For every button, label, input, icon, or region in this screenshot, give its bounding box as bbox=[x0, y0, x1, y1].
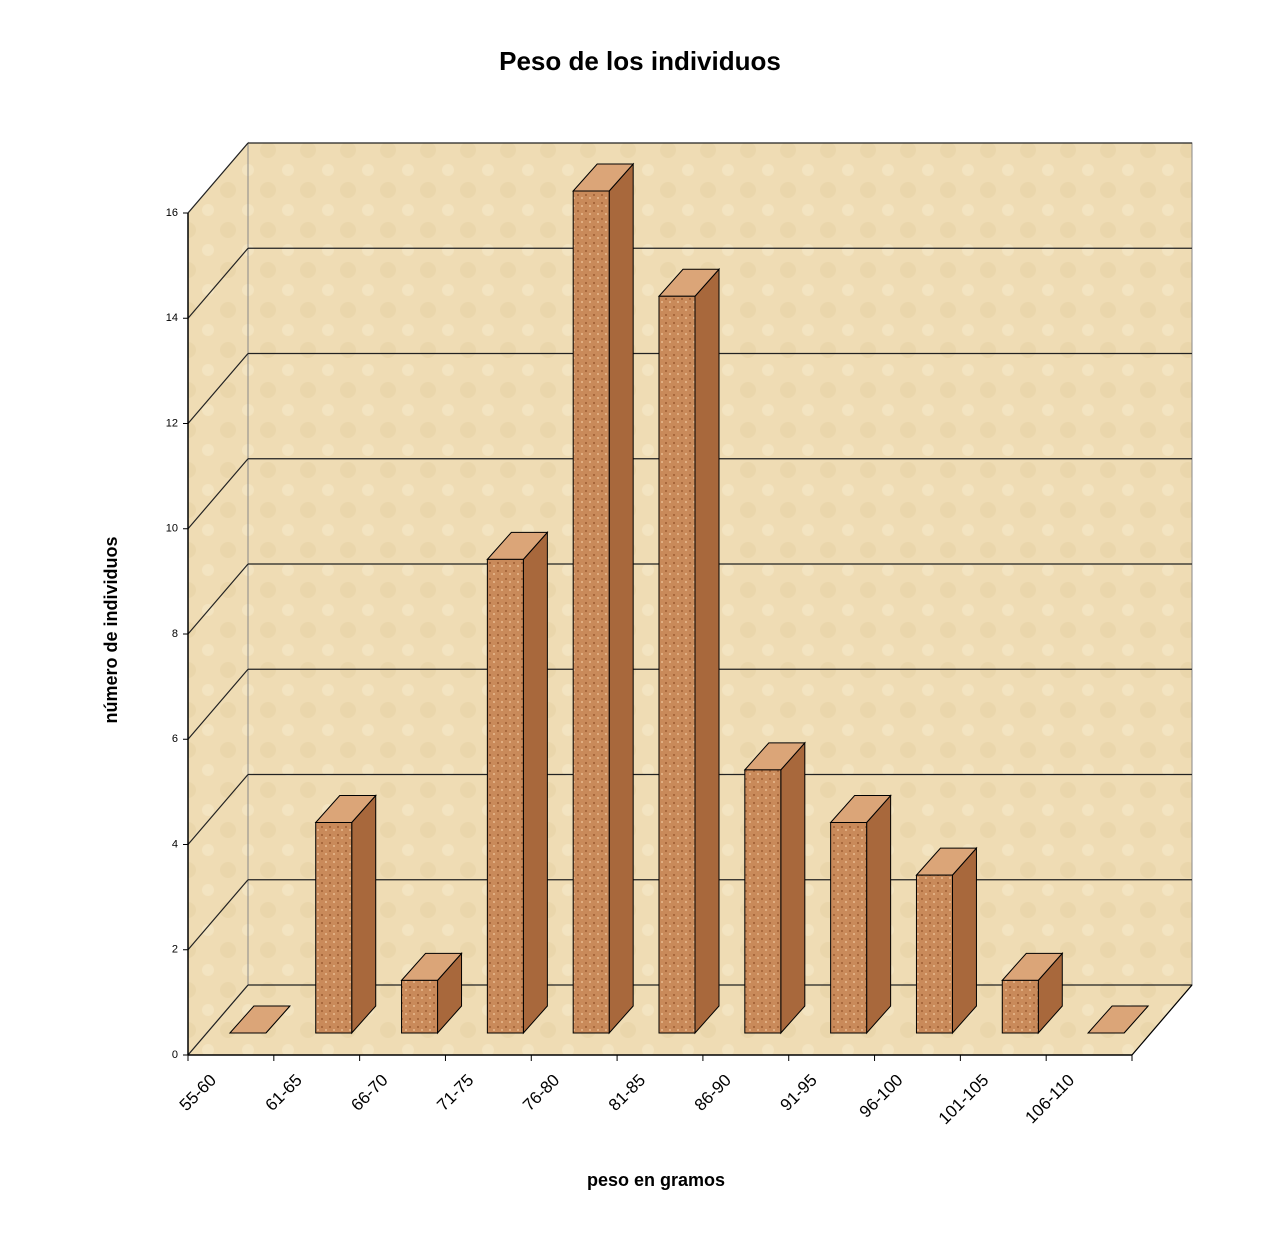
grid-line bbox=[187, 458, 249, 530]
x-tick-label: 66-70 bbox=[347, 1071, 391, 1115]
bar-side bbox=[522, 531, 548, 1035]
floor-edge bbox=[1131, 984, 1193, 1056]
bar-top bbox=[228, 1005, 292, 1034]
bar-side bbox=[951, 846, 977, 1035]
bar bbox=[401, 979, 439, 1034]
y-tick-label: 12 bbox=[166, 417, 178, 429]
chart-title: Peso de los individuos bbox=[499, 46, 781, 76]
bar bbox=[572, 190, 610, 1034]
x-tick-label: 106-110 bbox=[1022, 1071, 1079, 1128]
y-tick-label: 4 bbox=[172, 838, 178, 850]
bar-top bbox=[1086, 1005, 1150, 1034]
y-tick-label: 10 bbox=[166, 523, 178, 535]
x-tick-label: 86-90 bbox=[691, 1071, 735, 1115]
x-tick-label: 101-105 bbox=[935, 1071, 993, 1129]
x-tick-label: 55-60 bbox=[176, 1071, 220, 1115]
x-tick-label: 61-65 bbox=[262, 1071, 306, 1115]
y-tick-label: 16 bbox=[166, 207, 178, 219]
bar-side bbox=[608, 162, 634, 1035]
x-axis-label: peso en gramos bbox=[587, 1170, 725, 1190]
bar bbox=[830, 822, 868, 1034]
y-tick-label: 2 bbox=[172, 944, 178, 956]
x-tick-label: 96-100 bbox=[856, 1071, 907, 1122]
grid-line bbox=[187, 984, 249, 1056]
bar bbox=[486, 558, 524, 1034]
bar bbox=[315, 822, 353, 1034]
x-tick-label: 81-85 bbox=[605, 1071, 649, 1115]
bar bbox=[658, 295, 696, 1034]
bar-side bbox=[351, 794, 377, 1035]
grid-line bbox=[187, 879, 249, 951]
y-axis-label: número de individuos bbox=[101, 536, 121, 723]
y-tick-label: 6 bbox=[172, 733, 178, 745]
grid-line bbox=[187, 142, 249, 214]
x-tick-label: 91-95 bbox=[777, 1071, 821, 1115]
y-tick-label: 8 bbox=[172, 628, 178, 640]
x-tick-label: 71-75 bbox=[433, 1071, 477, 1115]
bar-side bbox=[694, 267, 720, 1035]
bar bbox=[915, 874, 953, 1034]
bar bbox=[1001, 979, 1039, 1034]
x-tick-label: 76-80 bbox=[519, 1071, 563, 1115]
y-tick-label: 0 bbox=[172, 1049, 178, 1061]
bar-side bbox=[866, 794, 892, 1035]
y-tick-label: 14 bbox=[166, 312, 178, 324]
grid-line bbox=[187, 353, 249, 424]
grid-line bbox=[187, 247, 249, 319]
grid-line bbox=[187, 668, 249, 740]
grid-line bbox=[187, 563, 249, 635]
bar bbox=[744, 769, 782, 1034]
grid-line bbox=[187, 774, 249, 845]
bar-side bbox=[780, 741, 806, 1035]
